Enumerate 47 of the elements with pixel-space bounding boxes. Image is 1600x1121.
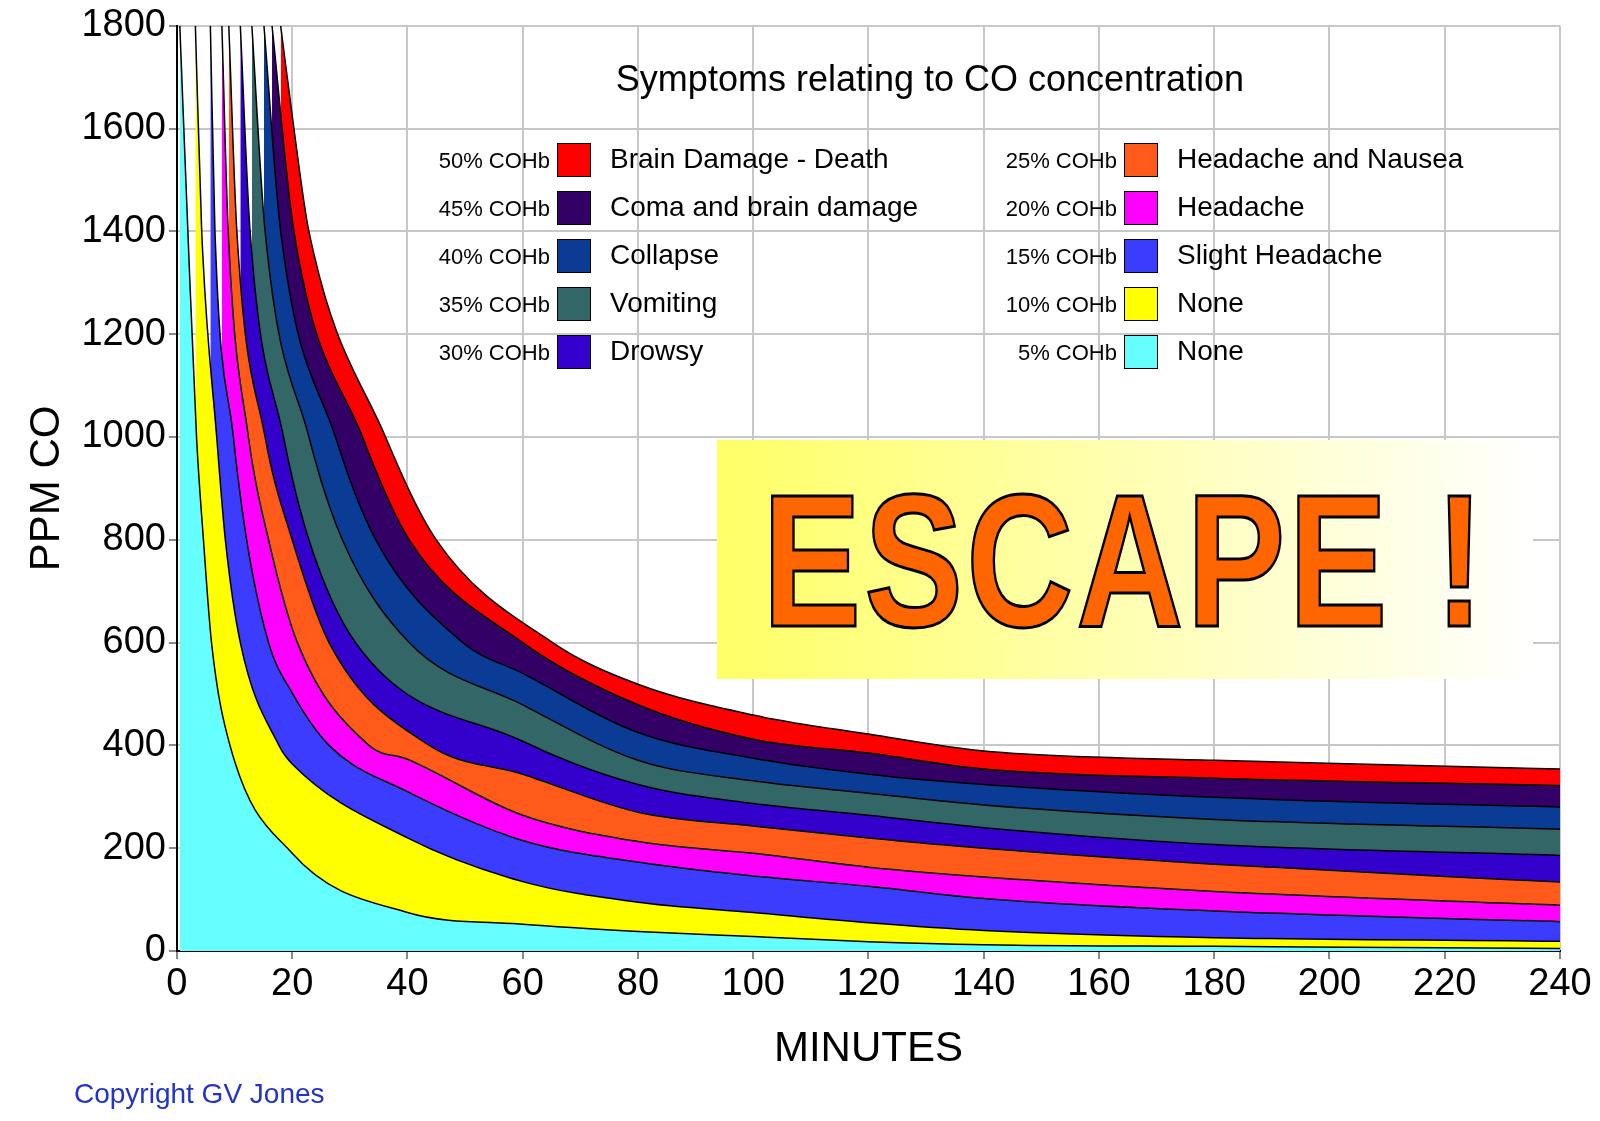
x-tick-label: 160 <box>1067 961 1131 1004</box>
y-tick-label: 400 <box>102 721 166 764</box>
legend-label: Slight Headache <box>1177 239 1383 271</box>
y-tick-label: 600 <box>102 619 166 662</box>
x-tick-label: 40 <box>386 961 429 1004</box>
legend-label: None <box>1177 335 1244 367</box>
legend-label: Headache <box>1177 191 1305 223</box>
annotation: 5% COHb <box>1016 340 1117 366</box>
annotation: 45% COHb <box>437 196 550 222</box>
legend-label: None <box>1177 287 1244 319</box>
y-tick-label: 1800 <box>81 2 166 45</box>
legend-label: Drowsy <box>610 335 704 367</box>
y-tick-label: 800 <box>102 516 166 559</box>
y-tick-label: 1600 <box>81 105 166 148</box>
y-axis-title: PPM CO <box>20 405 68 572</box>
x-tick-label: 100 <box>721 961 785 1004</box>
annotation: 30% COHb <box>437 340 550 366</box>
x-tick-label: 120 <box>836 961 901 1004</box>
x-tick-label: 220 <box>1413 961 1477 1004</box>
y-tick-label: 1000 <box>81 413 166 456</box>
annotation: ESCAPE ! <box>762 452 1488 668</box>
x-tick-label: 60 <box>501 961 544 1004</box>
y-tick-label: 200 <box>102 824 166 867</box>
x-tick-label: 240 <box>1528 961 1592 1004</box>
legend-label: Collapse <box>610 239 719 271</box>
y-tick-label: 1200 <box>81 310 166 353</box>
legend-label: Coma and brain damage <box>610 191 919 223</box>
y-tick-label: 0 <box>144 927 166 970</box>
annotation: 35% COHb <box>437 292 550 318</box>
annotation: 50% COHb <box>437 148 550 174</box>
text: Symptoms relating to CO concentration <box>615 58 1245 100</box>
legend-label: Headache and Nausea <box>1177 143 1464 175</box>
text: Copyright GV Jones <box>74 1078 325 1110</box>
x-tick-label: 80 <box>616 961 660 1004</box>
legend-label: Brain Damage - Death <box>610 143 889 175</box>
annotation: 20% COHb <box>1004 196 1117 222</box>
legend-label: Vomiting <box>610 287 718 319</box>
annotation: 25% COHb <box>1004 148 1117 174</box>
annotation: 15% COHb <box>1004 244 1117 270</box>
y-tick-label: 1400 <box>81 207 166 250</box>
x-axis-title: MINUTES <box>773 1023 963 1071</box>
x-tick-label: 200 <box>1297 961 1362 1004</box>
x-tick-label: 20 <box>271 961 314 1004</box>
annotation: 40% COHb <box>437 244 550 270</box>
x-tick-label: 180 <box>1182 961 1246 1004</box>
annotation: 10% COHb <box>1004 292 1117 318</box>
x-tick-label: 140 <box>952 961 1016 1004</box>
